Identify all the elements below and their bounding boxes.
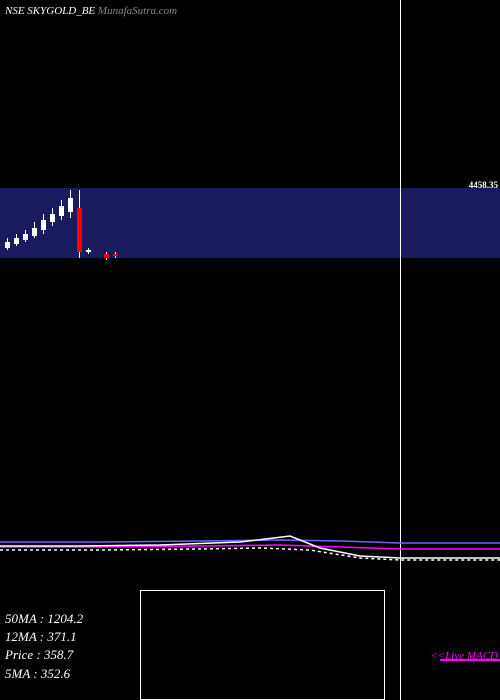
macd-label-text: <<Live MACD xyxy=(430,650,498,662)
info-line: 5MA : 352.6 xyxy=(5,665,83,683)
chart-container: NSE SKYGOLD_BE MunafaSutra.com 4458.35 5… xyxy=(0,0,500,700)
inset-panel xyxy=(140,590,385,700)
macd-label: <<Live MACD xyxy=(430,650,498,662)
info-line: 12MA : 371.1 xyxy=(5,628,83,646)
info-panel: 50MA : 1204.212MA : 371.1Price : 358.75M… xyxy=(5,610,83,683)
info-line: Price : 358.7 xyxy=(5,646,83,664)
info-line: 50MA : 1204.2 xyxy=(5,610,83,628)
